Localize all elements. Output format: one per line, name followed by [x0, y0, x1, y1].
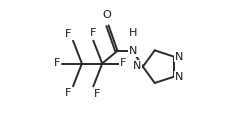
- Text: H: H: [129, 28, 138, 38]
- Text: N: N: [175, 72, 184, 82]
- Text: O: O: [102, 10, 111, 20]
- Text: F: F: [120, 59, 126, 68]
- Text: F: F: [94, 89, 100, 99]
- Text: F: F: [54, 59, 60, 68]
- Text: F: F: [65, 29, 72, 39]
- Text: N: N: [128, 46, 137, 56]
- Text: N: N: [133, 61, 142, 71]
- Text: F: F: [65, 88, 72, 98]
- Text: F: F: [90, 28, 96, 38]
- Text: N: N: [175, 52, 184, 62]
